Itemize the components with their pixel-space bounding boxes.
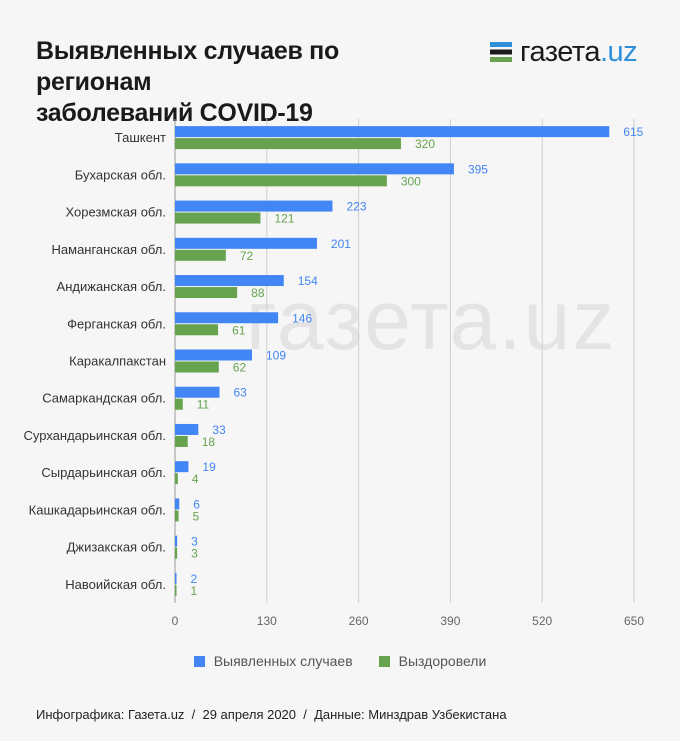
category-label: Сурхандарьинская обл.: [24, 428, 167, 443]
bar-recovered: [175, 138, 401, 150]
data-label-recovered: 11: [197, 398, 210, 412]
bar-detected: [175, 312, 279, 324]
data-label-detected: 3: [191, 535, 198, 549]
bar-recovered: [175, 398, 183, 410]
data-label-detected: 109: [266, 349, 286, 363]
x-tick-label: 0: [172, 614, 179, 628]
legend-label-detected: Выявленных случаев: [213, 653, 353, 669]
legend-swatch-detected: [193, 655, 205, 667]
x-tick-label: 390: [440, 614, 460, 628]
category-label: Бухарская обл.: [75, 167, 166, 182]
footer-date: 29 апреля 2020: [202, 707, 297, 722]
data-label-recovered: 121: [274, 212, 294, 226]
footer-sep-1: /: [184, 707, 203, 722]
category-label: Джизакская обл.: [67, 540, 166, 555]
category-label: Кашкадарьинская обл.: [29, 502, 166, 517]
legend-label-recovered: Выздоровели: [398, 653, 487, 669]
data-label-detected: 154: [298, 274, 318, 288]
data-label-recovered: 61: [232, 323, 246, 337]
legend: Выявленных случаев Выздоровели: [0, 653, 680, 669]
x-tick-label: 260: [349, 614, 369, 628]
logo-text: газета: [520, 35, 600, 68]
data-label-detected: 19: [202, 460, 216, 474]
bar-recovered: [175, 547, 178, 559]
category-label: Каракалпакстан: [69, 354, 166, 369]
data-label-recovered: 18: [202, 435, 216, 449]
category-label: Самаркандская обл.: [42, 391, 166, 406]
data-label-recovered: 72: [240, 249, 254, 263]
category-label: Ферганская обл.: [67, 316, 166, 331]
category-label: Сырдарьинская обл.: [41, 465, 166, 480]
data-label-recovered: 320: [415, 137, 435, 151]
data-label-recovered: 62: [233, 361, 247, 375]
legend-item-detected: Выявленных случаев: [193, 653, 353, 669]
data-label-recovered: 4: [192, 472, 199, 486]
data-label-recovered: 88: [251, 286, 265, 300]
footer-sep-2: /: [296, 707, 315, 722]
x-tick-label: 520: [532, 614, 552, 628]
bar-recovered: [175, 361, 219, 373]
bar-detected: [175, 237, 317, 249]
bar-recovered: [175, 510, 179, 522]
bar-detected: [175, 572, 177, 584]
bar-recovered: [175, 324, 219, 336]
data-label-recovered: 3: [191, 547, 198, 561]
bar-detected: [175, 126, 610, 138]
flag-stripes-icon: [490, 42, 512, 62]
bar-recovered: [175, 175, 387, 187]
footer: Инфографика: Газета.uz / 29 апреля 2020 …: [36, 707, 507, 722]
bar-recovered: [175, 287, 238, 299]
footer-source: Инфографика: Газета.uz: [36, 707, 185, 722]
data-label-recovered: 5: [193, 509, 200, 523]
bar-detected: [175, 349, 252, 361]
bar-recovered: [175, 249, 226, 261]
bar-detected: [175, 498, 180, 510]
x-tick-label: 130: [257, 614, 277, 628]
data-label-detected: 33: [212, 423, 226, 437]
data-label-recovered: 1: [191, 584, 198, 598]
data-label-detected: 146: [292, 311, 312, 325]
category-label: Ташкент: [115, 130, 166, 145]
bar-detected: [175, 461, 189, 473]
bar-detected: [175, 535, 178, 547]
footer-data-source: Данные: Минздрав Узбекистана: [314, 707, 507, 722]
data-label-detected: 6: [193, 497, 200, 511]
legend-swatch-recovered: [378, 655, 390, 667]
bar-recovered: [175, 473, 178, 485]
category-label: Навоийская обл.: [65, 577, 166, 592]
x-tick-label: 650: [624, 614, 644, 628]
logo-suffix: .uz: [599, 35, 638, 68]
title-line-1: Выявленных случаев по регионам: [36, 37, 339, 96]
category-label: Наманганская обл.: [52, 242, 166, 257]
data-label-detected: 223: [346, 200, 366, 214]
bar-detected: [175, 200, 333, 212]
legend-item-recovered: Выздоровели: [378, 653, 487, 669]
data-label-detected: 2: [191, 572, 198, 586]
data-label-detected: 615: [623, 125, 643, 139]
data-label-detected: 395: [468, 162, 488, 176]
category-label: Хорезмская обл.: [66, 205, 166, 220]
bar-detected: [175, 386, 220, 398]
bar-recovered: [175, 584, 177, 596]
bar-recovered: [175, 212, 261, 224]
bar-detected: [175, 275, 284, 287]
data-label-detected: 201: [331, 237, 351, 251]
bar-detected: [175, 163, 454, 175]
data-label-detected: 63: [233, 386, 247, 400]
gazeta-logo: газета .uz: [490, 34, 638, 70]
bar-recovered: [175, 435, 188, 447]
bar-detected: [175, 423, 199, 435]
data-label-recovered: 300: [401, 174, 421, 188]
category-label: Андижанская обл.: [57, 279, 166, 294]
